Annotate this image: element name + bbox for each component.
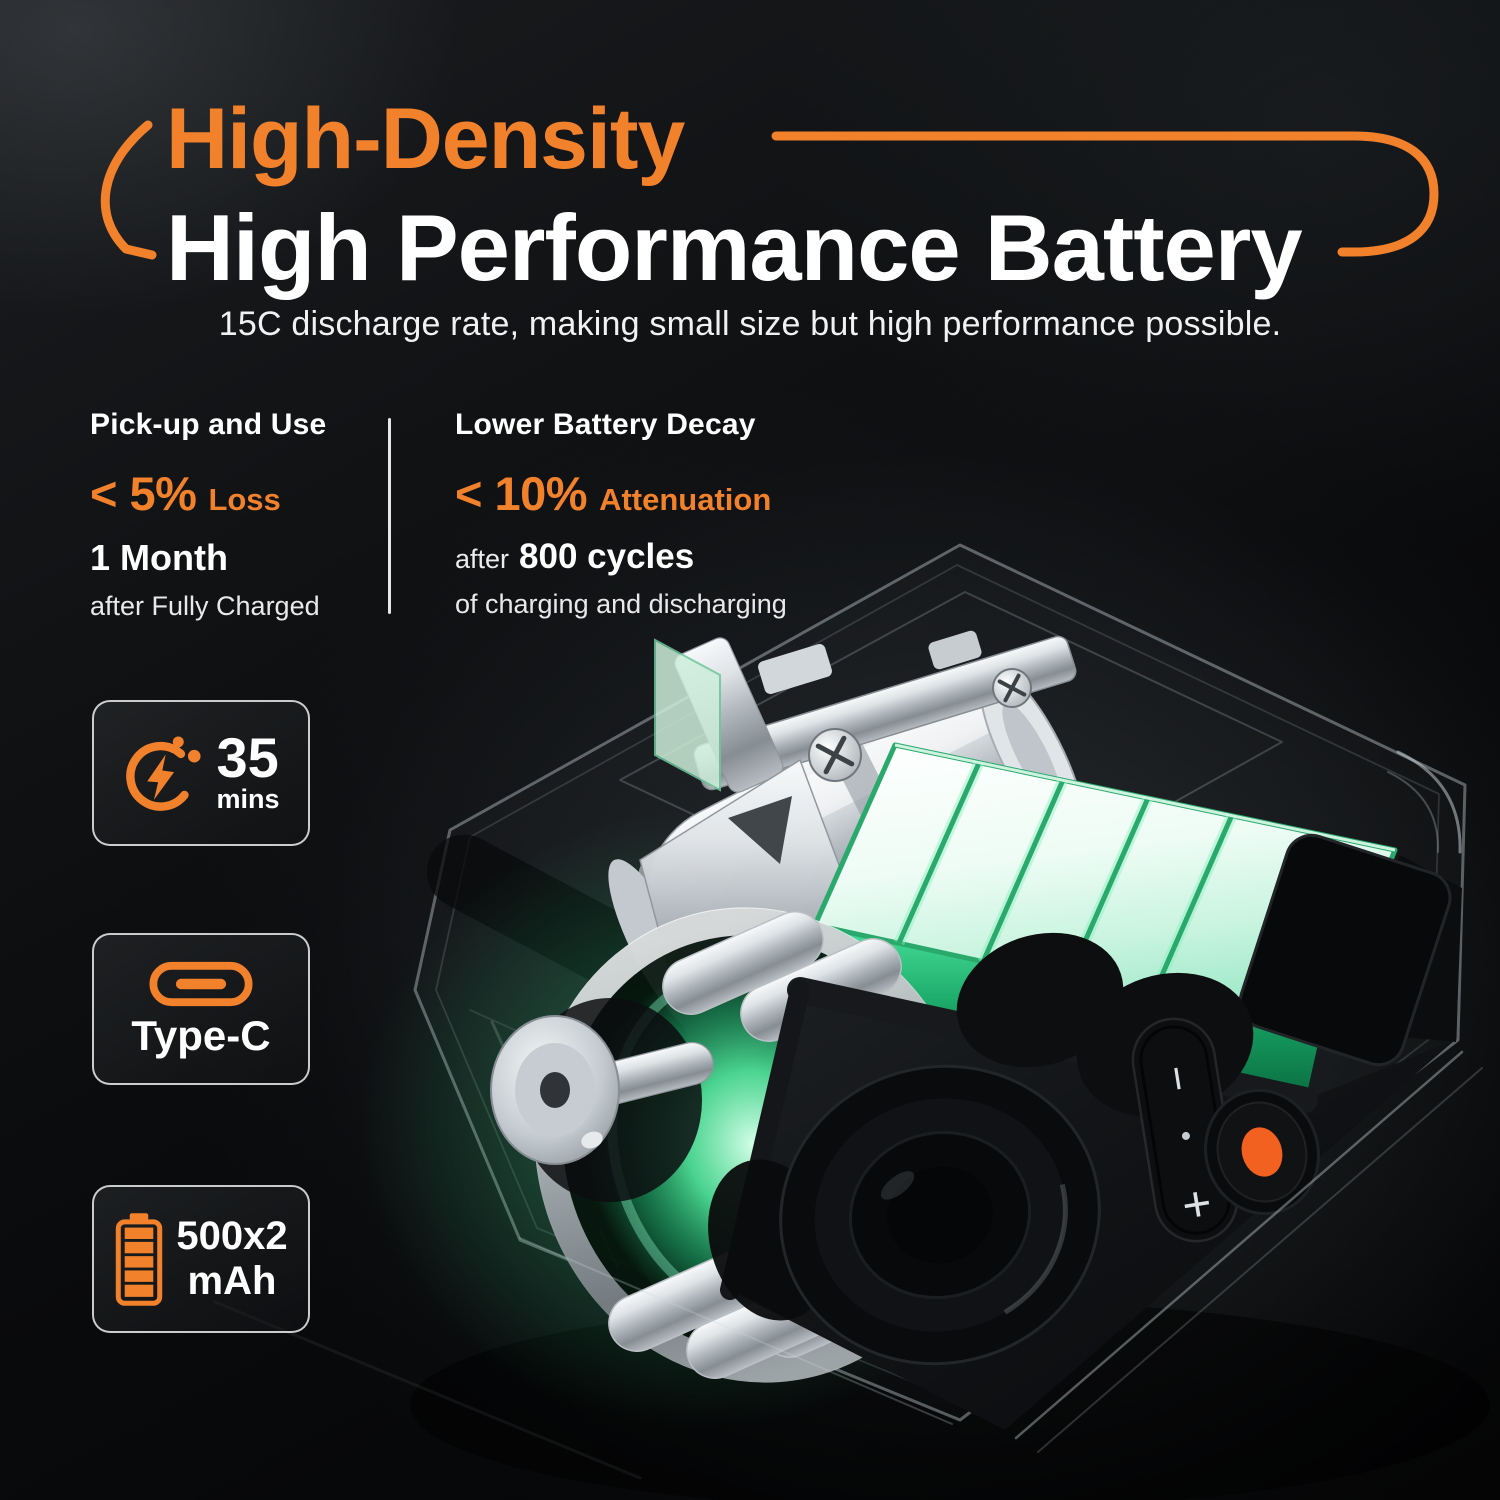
green-fin: [654, 638, 721, 792]
glass-case: [413, 543, 1467, 1422]
battery-pack: [800, 742, 1398, 1102]
charge-time-unit: mins: [216, 784, 280, 815]
rocker-button: − +: [1131, 1017, 1239, 1243]
shaft-flange: [490, 998, 714, 1202]
gear-rollers: [534, 907, 988, 1383]
stat-right-heading: Lower Battery Decay: [455, 408, 756, 441]
stat-right-note: of charging and discharging: [455, 589, 787, 619]
stat-right-highlight-label: Attenuation: [599, 482, 772, 517]
usb-type-c-icon: [149, 961, 253, 1007]
headline-main: High Performance Battery: [166, 195, 1303, 300]
stat-right-cycles-prefix: after: [455, 544, 510, 574]
stat-left-duration: 1 Month: [90, 537, 228, 578]
glass-scratches: [490, 1020, 662, 1298]
stat-divider: [388, 418, 391, 614]
type-c-label: Type-C: [131, 1012, 271, 1059]
battery-capacity-icon: [116, 1213, 163, 1306]
rocker-minus-mark: −: [1151, 1062, 1203, 1095]
charge-time-value: 35: [216, 725, 279, 789]
stat-right-highlight-value: < 10%: [455, 467, 588, 520]
stat-left-note: after Fully Charged: [90, 591, 320, 621]
case-inner-shadow: [426, 834, 816, 1076]
capacity-unit: mAh: [187, 1259, 277, 1303]
motor-screw-left: [808, 728, 862, 782]
headline-accent: High-Density: [166, 91, 685, 187]
motor: [608, 665, 1085, 1032]
glass-case-front: [213, 1050, 1483, 1480]
secondary-barrel: [708, 1159, 832, 1321]
fast-charge-timer-icon: [126, 736, 202, 811]
stat-pickup-and-use: Pick-up and Use < 5% Loss 1 Month after …: [90, 408, 450, 622]
power-button: [1204, 1088, 1320, 1216]
capacity-value: 500x2: [176, 1214, 288, 1259]
stat-battery-decay: Lower Battery Decay < 10% Attenuation af…: [455, 408, 875, 620]
left-bracket: [100, 120, 157, 260]
camera-lens: [779, 1064, 1101, 1366]
motor-bracket: [674, 630, 1077, 793]
stat-right-cycles-value: 800 cycles: [519, 537, 695, 576]
feature-card-type-c: Type-C: [92, 933, 310, 1085]
rocker-plus-mark: +: [1178, 1174, 1216, 1234]
gearbox-plate: [639, 758, 881, 1087]
feature-card-charge-time: 35 mins: [92, 700, 310, 846]
stat-left-highlight-value: < 5%: [90, 467, 197, 520]
green-glow: [360, 810, 1040, 1430]
headline-subtitle: 15C discharge rate, making small size bu…: [218, 305, 1282, 343]
stat-left-highlight-label: Loss: [208, 482, 281, 517]
stat-left-heading: Pick-up and Use: [90, 408, 327, 441]
floor-shadow: [410, 1300, 1490, 1500]
motor-screw-right: [992, 668, 1032, 708]
feature-card-capacity: 500x2 mAh: [92, 1185, 310, 1333]
device-body: [720, 833, 1462, 1430]
plate-notch: [728, 796, 792, 864]
